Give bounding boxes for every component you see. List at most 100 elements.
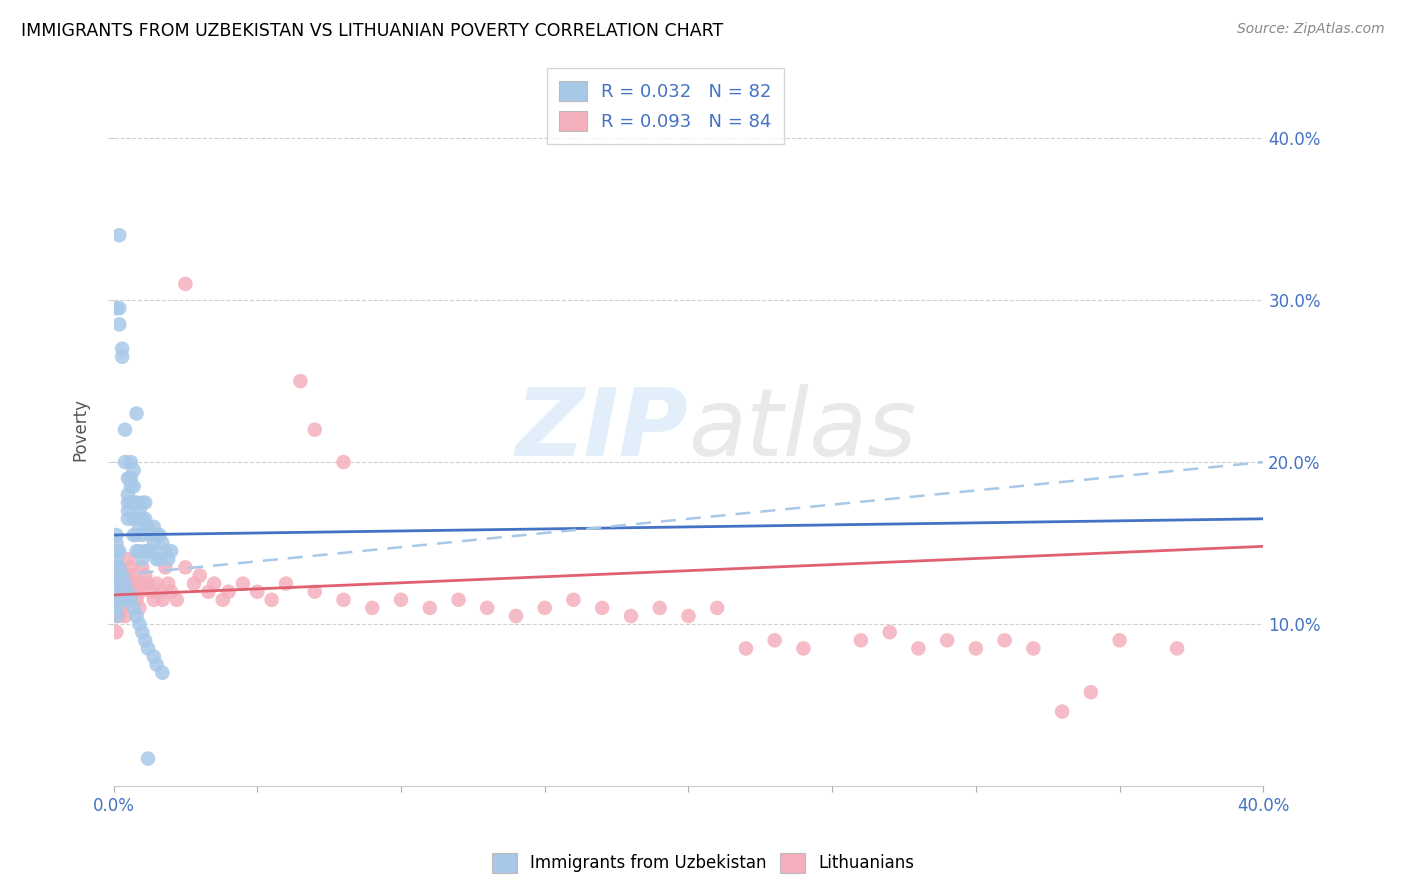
Point	[108, 544, 131, 558]
Point	[122, 584, 145, 599]
Point	[105, 592, 128, 607]
Point	[122, 568, 145, 582]
Point	[304, 423, 326, 437]
Point	[994, 633, 1017, 648]
Point	[108, 592, 131, 607]
Point	[108, 576, 131, 591]
Point	[139, 584, 162, 599]
Point	[145, 657, 167, 672]
Point	[136, 544, 159, 558]
Point	[131, 560, 153, 574]
Point	[1050, 705, 1073, 719]
Point	[120, 455, 142, 469]
Point	[232, 576, 254, 591]
Point	[105, 584, 128, 599]
Point	[533, 601, 555, 615]
Point	[108, 301, 131, 315]
Point	[763, 633, 786, 648]
Point	[477, 601, 499, 615]
Point	[111, 350, 134, 364]
Point	[125, 495, 148, 509]
Point	[197, 584, 219, 599]
Point	[125, 528, 148, 542]
Point	[108, 228, 131, 243]
Point	[131, 512, 153, 526]
Point	[111, 601, 134, 615]
Point	[117, 487, 139, 501]
Point	[128, 520, 150, 534]
Point	[117, 552, 139, 566]
Point	[108, 592, 131, 607]
Point	[105, 536, 128, 550]
Point	[105, 568, 128, 582]
Point	[105, 560, 128, 574]
Point	[114, 423, 136, 437]
Point	[965, 641, 987, 656]
Point	[152, 665, 174, 680]
Point	[648, 601, 671, 615]
Point	[122, 601, 145, 615]
Point	[105, 609, 128, 624]
Point	[142, 520, 165, 534]
Point	[117, 471, 139, 485]
Point	[120, 592, 142, 607]
Point	[142, 649, 165, 664]
Point	[128, 504, 150, 518]
Point	[108, 560, 131, 574]
Point	[114, 576, 136, 591]
Point	[202, 576, 225, 591]
Point	[131, 495, 153, 509]
Point	[419, 601, 441, 615]
Point	[105, 301, 128, 315]
Legend: Immigrants from Uzbekistan, Lithuanians: Immigrants from Uzbekistan, Lithuanians	[485, 847, 921, 880]
Point	[678, 609, 700, 624]
Point	[117, 512, 139, 526]
Point	[879, 625, 901, 640]
Point	[907, 641, 929, 656]
Point	[117, 584, 139, 599]
Point	[105, 544, 128, 558]
Point	[105, 576, 128, 591]
Point	[125, 609, 148, 624]
Point	[706, 601, 728, 615]
Point	[120, 592, 142, 607]
Point	[620, 609, 643, 624]
Point	[735, 641, 758, 656]
Point	[111, 568, 134, 582]
Point	[139, 528, 162, 542]
Point	[155, 560, 177, 574]
Point	[136, 641, 159, 656]
Point	[188, 568, 211, 582]
Point	[246, 584, 269, 599]
Point	[134, 633, 156, 648]
Point	[361, 601, 384, 615]
Point	[108, 318, 131, 332]
Point	[145, 576, 167, 591]
Point	[136, 576, 159, 591]
Point	[174, 277, 197, 291]
Text: atlas: atlas	[689, 384, 917, 475]
Point	[125, 576, 148, 591]
Point	[166, 592, 188, 607]
Point	[1108, 633, 1130, 648]
Point	[105, 601, 128, 615]
Point	[114, 609, 136, 624]
Point	[792, 641, 814, 656]
Point	[849, 633, 872, 648]
Point	[105, 552, 128, 566]
Point	[125, 592, 148, 607]
Point	[108, 576, 131, 591]
Point	[105, 609, 128, 624]
Text: IMMIGRANTS FROM UZBEKISTAN VS LITHUANIAN POVERTY CORRELATION CHART: IMMIGRANTS FROM UZBEKISTAN VS LITHUANIAN…	[21, 22, 723, 40]
Point	[152, 536, 174, 550]
Point	[136, 751, 159, 765]
Point	[120, 479, 142, 493]
Point	[304, 584, 326, 599]
Point	[122, 528, 145, 542]
Point	[128, 601, 150, 615]
Point	[1166, 641, 1188, 656]
Point	[120, 495, 142, 509]
Point	[125, 512, 148, 526]
Point	[131, 552, 153, 566]
Point	[332, 592, 354, 607]
